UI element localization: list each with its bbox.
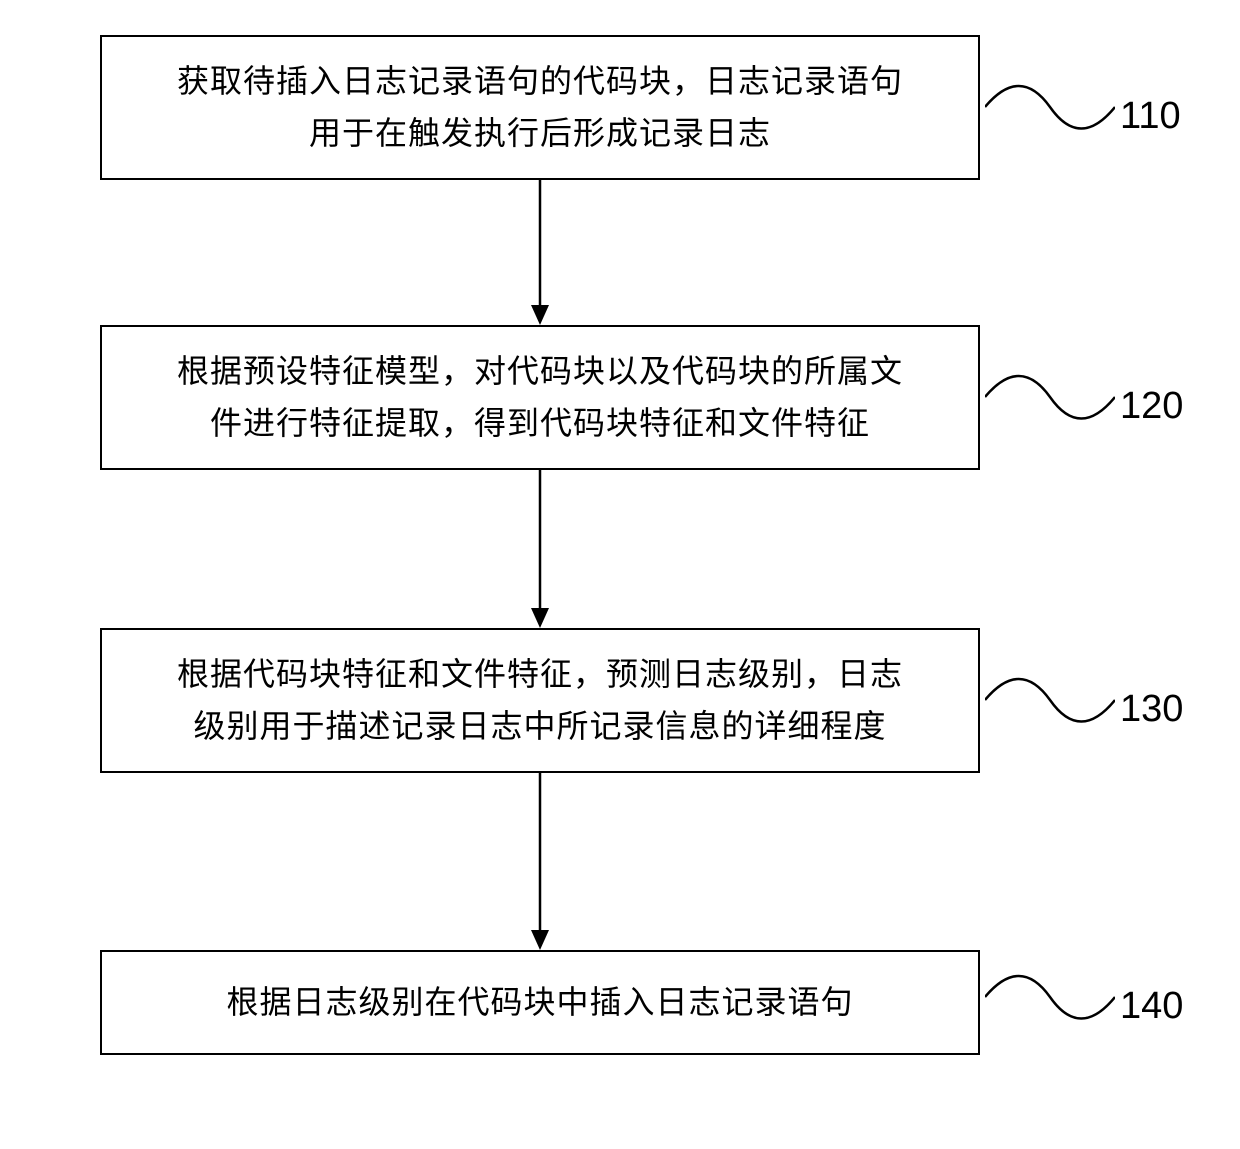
flowchart-node-4: 根据日志级别在代码块中插入日志记录语句 bbox=[100, 950, 980, 1055]
node-1-label: 110 bbox=[1120, 95, 1181, 138]
node-4-line-1: 根据日志级别在代码块中插入日志记录语句 bbox=[226, 977, 853, 1028]
flowchart-node-1: 获取待插入日志记录语句的代码块，日志记录语句 用于在触发执行后形成记录日志 bbox=[100, 35, 980, 180]
flowchart-node-3: 根据代码块特征和文件特征，预测日志级别，日志 级别用于描述记录日志中所记录信息的… bbox=[100, 628, 980, 773]
node-3-line-1: 根据代码块特征和文件特征，预测日志级别，日志 bbox=[177, 649, 903, 700]
arrow-3 bbox=[525, 773, 555, 950]
flowchart-container: 获取待插入日志记录语句的代码块，日志记录语句 用于在触发执行后形成记录日志 11… bbox=[0, 0, 1240, 1149]
node-3-curve bbox=[985, 663, 1115, 743]
node-2-label: 120 bbox=[1120, 385, 1183, 428]
node-2-line-2: 件进行特征提取，得到代码块特征和文件特征 bbox=[210, 398, 870, 449]
node-3-line-2: 级别用于描述记录日志中所记录信息的详细程度 bbox=[193, 701, 886, 752]
flowchart-node-2: 根据预设特征模型，对代码块以及代码块的所属文 件进行特征提取，得到代码块特征和文… bbox=[100, 325, 980, 470]
node-1-line-1: 获取待插入日志记录语句的代码块，日志记录语句 bbox=[177, 56, 903, 107]
node-1-line-2: 用于在触发执行后形成记录日志 bbox=[309, 108, 771, 159]
node-2-curve bbox=[985, 360, 1115, 440]
node-3-label: 130 bbox=[1120, 688, 1183, 731]
node-4-curve bbox=[985, 960, 1115, 1040]
node-2-line-1: 根据预设特征模型，对代码块以及代码块的所属文 bbox=[177, 346, 903, 397]
arrow-2 bbox=[525, 470, 555, 628]
node-4-label: 140 bbox=[1120, 985, 1183, 1028]
node-1-curve bbox=[985, 70, 1115, 150]
arrow-1 bbox=[525, 180, 555, 325]
